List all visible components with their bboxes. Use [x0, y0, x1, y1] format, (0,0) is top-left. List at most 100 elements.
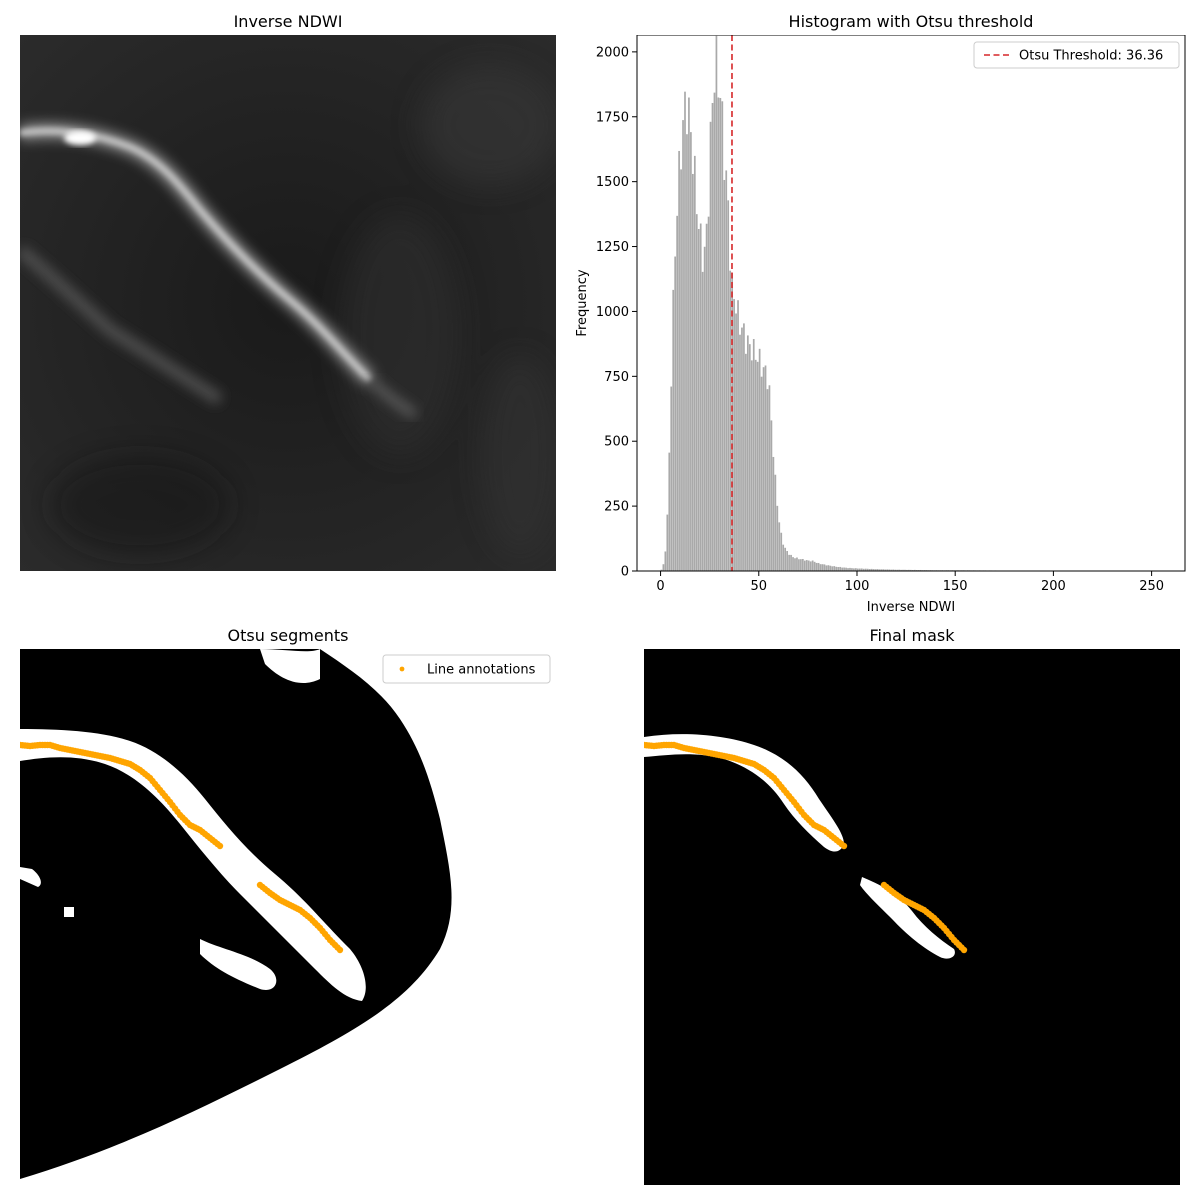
histogram-bar [735, 313, 737, 571]
histogram-bar [674, 256, 677, 571]
histogram-bar [884, 569, 887, 571]
histogram-bar [664, 551, 667, 571]
histogram-bar [733, 299, 735, 571]
histogram-bar [841, 567, 843, 571]
x-axis-ticks: 0 50 100 150 200 250 [656, 571, 1164, 594]
histogram-bar [886, 569, 889, 571]
histogram-bar [856, 568, 859, 571]
histogram-bar [786, 551, 788, 571]
y-tick-label: 1000 [596, 305, 629, 320]
histogram-bar [727, 200, 730, 572]
histogram-bar [778, 522, 781, 571]
histogram-bar [678, 150, 680, 572]
histogram-bar [693, 155, 696, 571]
histogram-bar [764, 365, 767, 571]
histogram-bar [807, 560, 810, 571]
y-tick-label: 1250 [596, 240, 629, 255]
legend-threshold-label: Otsu Threshold: 36.36 [1019, 49, 1163, 64]
final-mask-image [644, 649, 1180, 1185]
histogram-bar [739, 334, 741, 571]
histogram-bar [853, 568, 855, 571]
annotation-point [216, 842, 224, 850]
histogram-bar [709, 121, 712, 572]
histogram-bar [872, 569, 875, 571]
histogram-bar [811, 560, 814, 571]
histogram-bar [729, 270, 732, 571]
histogram-bar [741, 327, 743, 571]
x-tick-label: 50 [751, 579, 768, 594]
otsu-title: Otsu segments [227, 626, 349, 645]
histogram-bar [851, 568, 853, 571]
y-tick-label: 2000 [596, 45, 629, 60]
histogram-bar [782, 544, 785, 571]
histogram-bar [737, 300, 739, 571]
histogram-bar [760, 376, 763, 571]
histogram-bar [809, 561, 812, 571]
x-tick-label: 250 [1139, 579, 1164, 594]
ndwi-bright-spot [64, 131, 96, 145]
histogram-bar [707, 216, 710, 571]
final-title: Final mask [869, 626, 955, 645]
histogram-bar [829, 565, 832, 571]
histogram-bar [805, 560, 808, 571]
histogram-bar [860, 568, 863, 571]
histogram-bar [894, 569, 897, 571]
y-tick-label: 500 [604, 435, 629, 450]
y-axis-label: Frequency [575, 269, 590, 336]
histogram-bar [870, 568, 873, 571]
histogram-bar [672, 289, 675, 571]
histogram-bar [910, 569, 912, 571]
histogram-bar [904, 569, 906, 571]
histogram-bar [792, 557, 794, 571]
histogram-bar [697, 228, 700, 572]
histogram-bar [847, 568, 849, 571]
histogram-bar [695, 214, 698, 571]
histogram-bar [813, 561, 816, 571]
histogram-bar [662, 564, 665, 571]
annotation-point [336, 946, 344, 954]
y-tick-label: 0 [621, 565, 629, 580]
histogram-bar [715, 35, 718, 571]
histogram-bar [682, 120, 684, 571]
histogram-bar [780, 532, 783, 571]
histogram-bar [721, 101, 724, 571]
histogram-bar [801, 558, 804, 571]
histogram-bar [686, 134, 688, 571]
histogram-chart: 0 50 100 150 200 250 0 250 500 750 1000 1250 1500 17… [575, 35, 1186, 615]
histogram-bar [821, 564, 824, 571]
histogram-bars [660, 35, 1136, 572]
histogram-bar [725, 170, 728, 571]
histogram-bar [911, 569, 914, 571]
histogram-bar [776, 505, 779, 571]
histogram-bar [719, 97, 722, 572]
y-tick-label: 1500 [596, 175, 629, 190]
histogram-bar [798, 559, 800, 571]
histogram-bar [825, 565, 828, 571]
histogram-bar [717, 97, 720, 572]
histogram-bar [890, 569, 893, 571]
histogram-bar [906, 569, 908, 571]
y-tick-label: 1750 [596, 110, 629, 125]
histogram-bar [831, 566, 834, 571]
histogram-bar [817, 562, 820, 571]
histogram-bar [864, 568, 867, 571]
histogram-bar [731, 272, 733, 571]
histogram-bar [790, 554, 792, 571]
final-annotation-points [644, 741, 968, 954]
histogram-bar [833, 566, 836, 571]
x-axis-label: Inverse NDWI [867, 600, 955, 615]
histogram-bar [705, 223, 708, 571]
histogram-bar [756, 361, 759, 571]
histogram-bar [843, 567, 845, 571]
histogram-bar [896, 569, 898, 571]
histogram-bar [882, 569, 885, 571]
histogram-bar [758, 348, 761, 571]
histogram-bar [849, 567, 851, 571]
histogram-bar [845, 567, 847, 571]
otsu-segments-image: Line annotations [20, 649, 556, 1185]
histogram-bar [762, 367, 765, 571]
histogram-legend-box [973, 41, 1180, 69]
legend-annotation-label: Line annotations [427, 663, 536, 678]
histogram-bar [666, 514, 669, 571]
